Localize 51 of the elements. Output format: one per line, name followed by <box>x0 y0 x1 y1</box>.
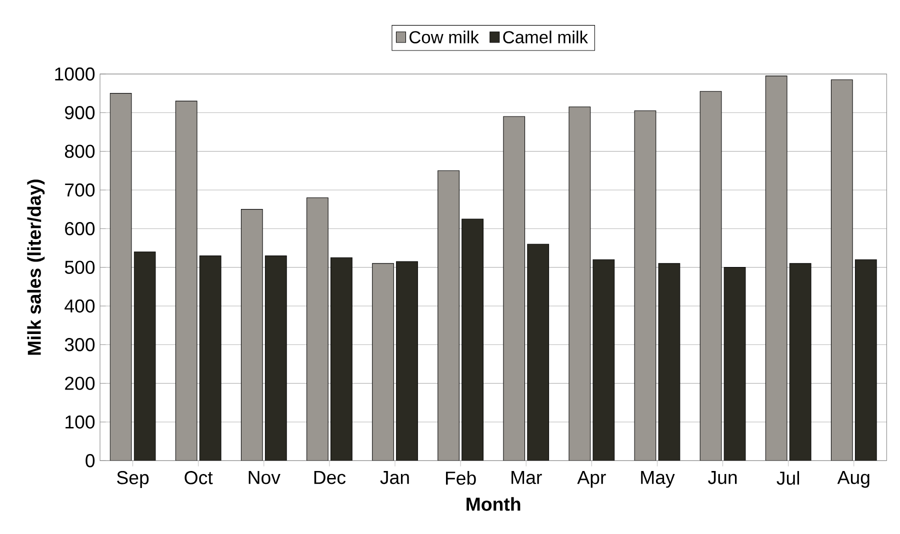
y-tick-label: 600 <box>65 222 95 236</box>
bar <box>724 267 746 461</box>
y-tick-label: 1000 <box>55 67 95 81</box>
y-tick-label: 800 <box>64 144 95 158</box>
bar <box>462 218 484 461</box>
bar <box>372 263 394 461</box>
y-tick-label: 900 <box>65 106 95 120</box>
y-tick-label: 200 <box>65 376 95 390</box>
x-tick-label: Mar <box>512 471 542 484</box>
bar <box>527 244 550 461</box>
x-tick-label: May <box>641 471 675 488</box>
bar <box>503 116 526 461</box>
bar <box>199 255 222 461</box>
bar <box>634 110 656 461</box>
x-tick-label: Nov <box>248 471 280 484</box>
bar <box>306 197 328 461</box>
bar <box>658 263 680 461</box>
bar <box>789 263 812 461</box>
y-axis-title: Milk sales (liter/day) <box>27 180 45 355</box>
bar <box>854 259 877 461</box>
bar <box>240 209 263 461</box>
bar <box>568 106 591 461</box>
bar <box>134 252 156 461</box>
x-tick-label: Apr <box>577 471 606 488</box>
legend-label: Cow milk <box>410 30 479 44</box>
bar <box>765 76 788 461</box>
y-tick-label: 500 <box>64 260 95 274</box>
x-tick-label: Aug <box>837 471 870 488</box>
bar <box>830 80 853 461</box>
x-tick-label: Oct <box>184 471 213 484</box>
y-tick-label: 700 <box>65 183 95 197</box>
bar <box>592 259 615 461</box>
bar <box>396 261 418 461</box>
x-tick-label: Sep <box>117 471 149 488</box>
x-tick-label: Jan <box>380 471 409 484</box>
bar <box>700 91 722 461</box>
bar <box>110 93 132 461</box>
x-axis-title: Month <box>466 497 520 511</box>
legend-label: Camel milk <box>503 30 588 44</box>
y-tick-label: 0 <box>86 454 95 468</box>
x-tick-label: Jul <box>776 471 800 485</box>
x-tick-label: Jun <box>708 471 737 484</box>
x-tick-label: Dec <box>314 471 346 484</box>
x-tick-label: Feb <box>446 471 476 485</box>
bar <box>330 257 352 461</box>
bar <box>438 170 460 461</box>
bar <box>264 255 287 461</box>
bar <box>175 100 198 461</box>
y-tick-label: 100 <box>66 415 95 429</box>
y-tick-label: 400 <box>64 299 95 313</box>
y-tick-label: 300 <box>64 338 95 352</box>
